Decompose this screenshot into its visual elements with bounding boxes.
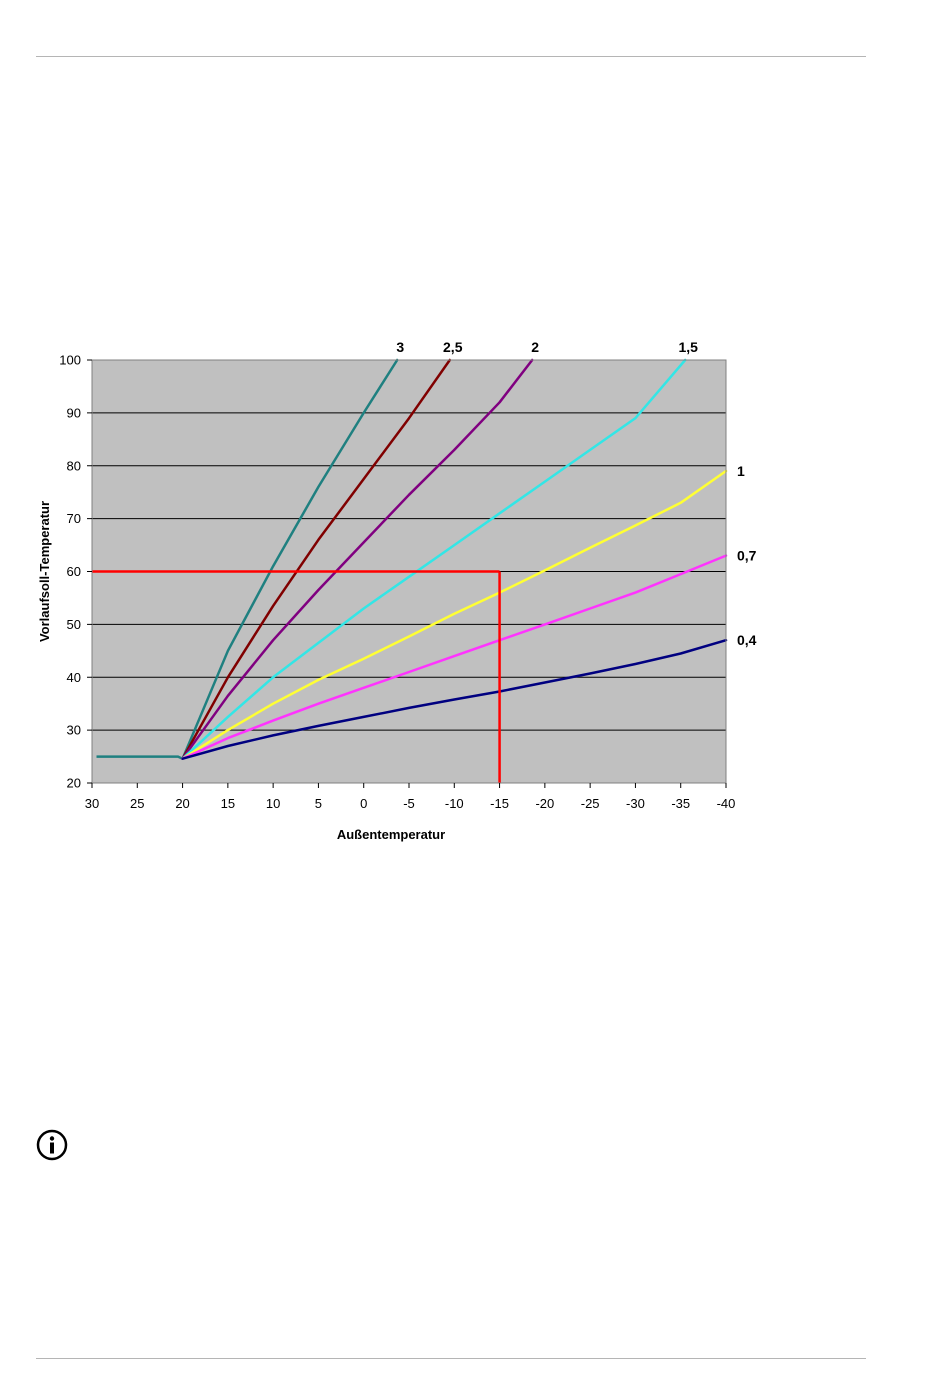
heating-curve-chart: 30 25 20 15 10 5 0 -5 -10 -15 -20 -25 -30 -35 -40 2030… [37,339,757,842]
curve-0-7 [181,554,728,760]
curve-0-4 [181,638,728,760]
y-axis-ticks: 20 30 40 50 60 70 80 90 100 [59,353,92,791]
x-tick-label: -15 [490,796,509,811]
y-tick-label: 40 [67,670,81,685]
x-tick-label: -10 [445,796,464,811]
x-tick-label: -30 [626,796,645,811]
curve-label-3: 3 [396,339,404,355]
curve-label-0-4: 0,4 [737,632,757,648]
curve-label-1-5: 1,5 [679,339,699,355]
y-tick-label: 20 [67,776,81,791]
info-icon [36,1129,68,1161]
curve-2-5 [181,358,452,760]
curve-label-0-7: 0,7 [737,548,757,564]
red-annotation [92,570,501,783]
x-tick-label: -5 [403,796,415,811]
y-tick-label: 100 [59,353,81,368]
x-tick-label: 30 [85,796,99,811]
header-divider [36,56,866,57]
x-tick-label: 5 [315,796,322,811]
y-tick-label: 50 [67,617,81,632]
footer-divider [36,1358,866,1359]
x-tick-label: -25 [581,796,600,811]
curve-1-5 [181,358,687,760]
x-tick-label: 20 [175,796,189,811]
y-tick-label: 70 [67,511,81,526]
x-axis-title: Außentemperatur [337,827,445,842]
curve-label-1: 1 [737,463,745,479]
y-tick-label: 30 [67,723,81,738]
x-axis-ticks: 30 25 20 15 10 5 0 -5 -10 -15 -20 -25 -30 -35 -40 [85,783,736,811]
y-tick-label: 60 [67,564,81,579]
y-tick-label: 80 [67,458,81,473]
curves [96,358,728,760]
curve-1 [181,469,728,760]
x-tick-label: 0 [360,796,367,811]
x-tick-label: 15 [221,796,235,811]
x-tick-label: 25 [130,796,144,811]
base-segment [96,755,184,760]
x-tick-label: -20 [535,796,554,811]
curve-labels: 3 2,5 2 1,5 1 0,7 0,4 [396,339,756,648]
curve-3 [181,358,399,760]
y-tick-label: 90 [67,405,81,420]
x-tick-label: -40 [717,796,736,811]
curve-label-2: 2 [531,339,539,355]
y-axis-title: Vorlaufsoll-Temperatur [37,501,52,642]
x-tick-label: 10 [266,796,280,811]
curve-2 [181,358,534,760]
x-tick-label: -35 [671,796,690,811]
curve-label-2-5: 2,5 [443,339,463,355]
